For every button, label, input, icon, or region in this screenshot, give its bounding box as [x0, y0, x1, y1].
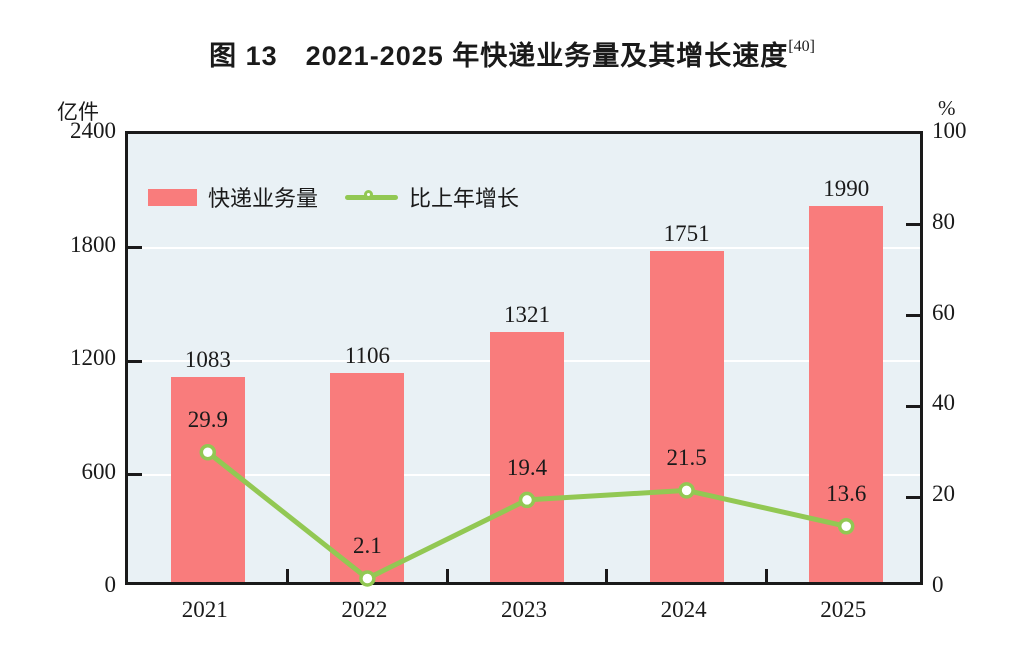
legend-marker-icon — [364, 189, 374, 199]
bar-value-label-2023: 1321 — [504, 302, 550, 328]
legend-bar-swatch — [148, 188, 197, 206]
legend-label-bar: 快递业务量 — [208, 186, 319, 211]
right-axis-tick-label: 0 — [932, 572, 944, 597]
gridline — [128, 246, 920, 249]
x-axis-tick — [286, 569, 290, 582]
left-axis-tick-label: 1200 — [70, 345, 116, 370]
growth-value-label-2022: 2.1 — [353, 533, 382, 559]
left-axis-tick-label: 2400 — [70, 118, 116, 143]
legend-line-swatch — [345, 189, 399, 206]
growth-value-label-2021: 29.9 — [187, 407, 228, 433]
bar-value-label-2021: 1083 — [184, 347, 231, 373]
x-axis-label-2024: 2024 — [660, 597, 707, 622]
right-axis-unit: % — [938, 96, 956, 120]
bar-value-label-2025: 1990 — [823, 175, 870, 201]
left-axis-tick — [128, 246, 142, 249]
x-axis-tick — [764, 569, 768, 582]
legend-label-line: 比上年增长 — [409, 186, 520, 211]
left-axis-tick — [128, 473, 142, 476]
x-axis-label-2022: 2022 — [341, 597, 388, 622]
x-axis-tick — [445, 569, 449, 582]
x-axis-label-2021: 2021 — [181, 597, 228, 622]
growth-value-label-2023: 19.4 — [506, 454, 548, 480]
legend: 快递业务量 比上年增长 — [148, 181, 519, 213]
x-axis-label-2025: 2025 — [820, 597, 867, 622]
bar-2024 — [649, 250, 724, 582]
chart-title: 图 13 2021-2025 年快递业务量及其增长速度[40] — [0, 34, 1024, 73]
chart-title-text: 图 13 2021-2025 年快递业务量及其增长速度 — [209, 41, 789, 71]
left-axis-tick-label: 1800 — [70, 231, 116, 257]
growth-value-label-2025: 13.6 — [826, 481, 867, 507]
right-axis-tick-label: 60 — [932, 299, 955, 325]
right-axis-tick-label: 20 — [932, 481, 955, 507]
x-axis-tick — [605, 569, 609, 582]
right-axis-tick-label: 40 — [932, 390, 955, 416]
bar-2025 — [809, 205, 884, 582]
right-axis-tick-label: 100 — [932, 118, 967, 143]
x-axis-label-2023: 2023 — [501, 597, 547, 622]
left-axis-tick — [128, 359, 142, 363]
right-axis-tick-label: 80 — [932, 208, 955, 234]
right-axis-tick — [906, 495, 920, 499]
left-axis-unit: 亿件 — [57, 100, 99, 124]
bar-value-label-2022: 1106 — [344, 342, 390, 368]
bar-value-label-2024: 1751 — [663, 220, 710, 246]
right-axis-tick — [906, 404, 920, 408]
right-axis-tick — [906, 223, 920, 227]
chart-title-footnote: [40] — [788, 38, 815, 55]
left-axis-tick-label: 0 — [104, 572, 117, 597]
left-axis-tick-label: 600 — [81, 458, 117, 484]
growth-value-label-2024: 21.5 — [666, 445, 707, 471]
right-axis-tick — [906, 314, 920, 318]
plot-area: 1083 1106 1321 1751 1990 29.9 2.1 19.4 21.5 13.6 — [125, 131, 923, 587]
